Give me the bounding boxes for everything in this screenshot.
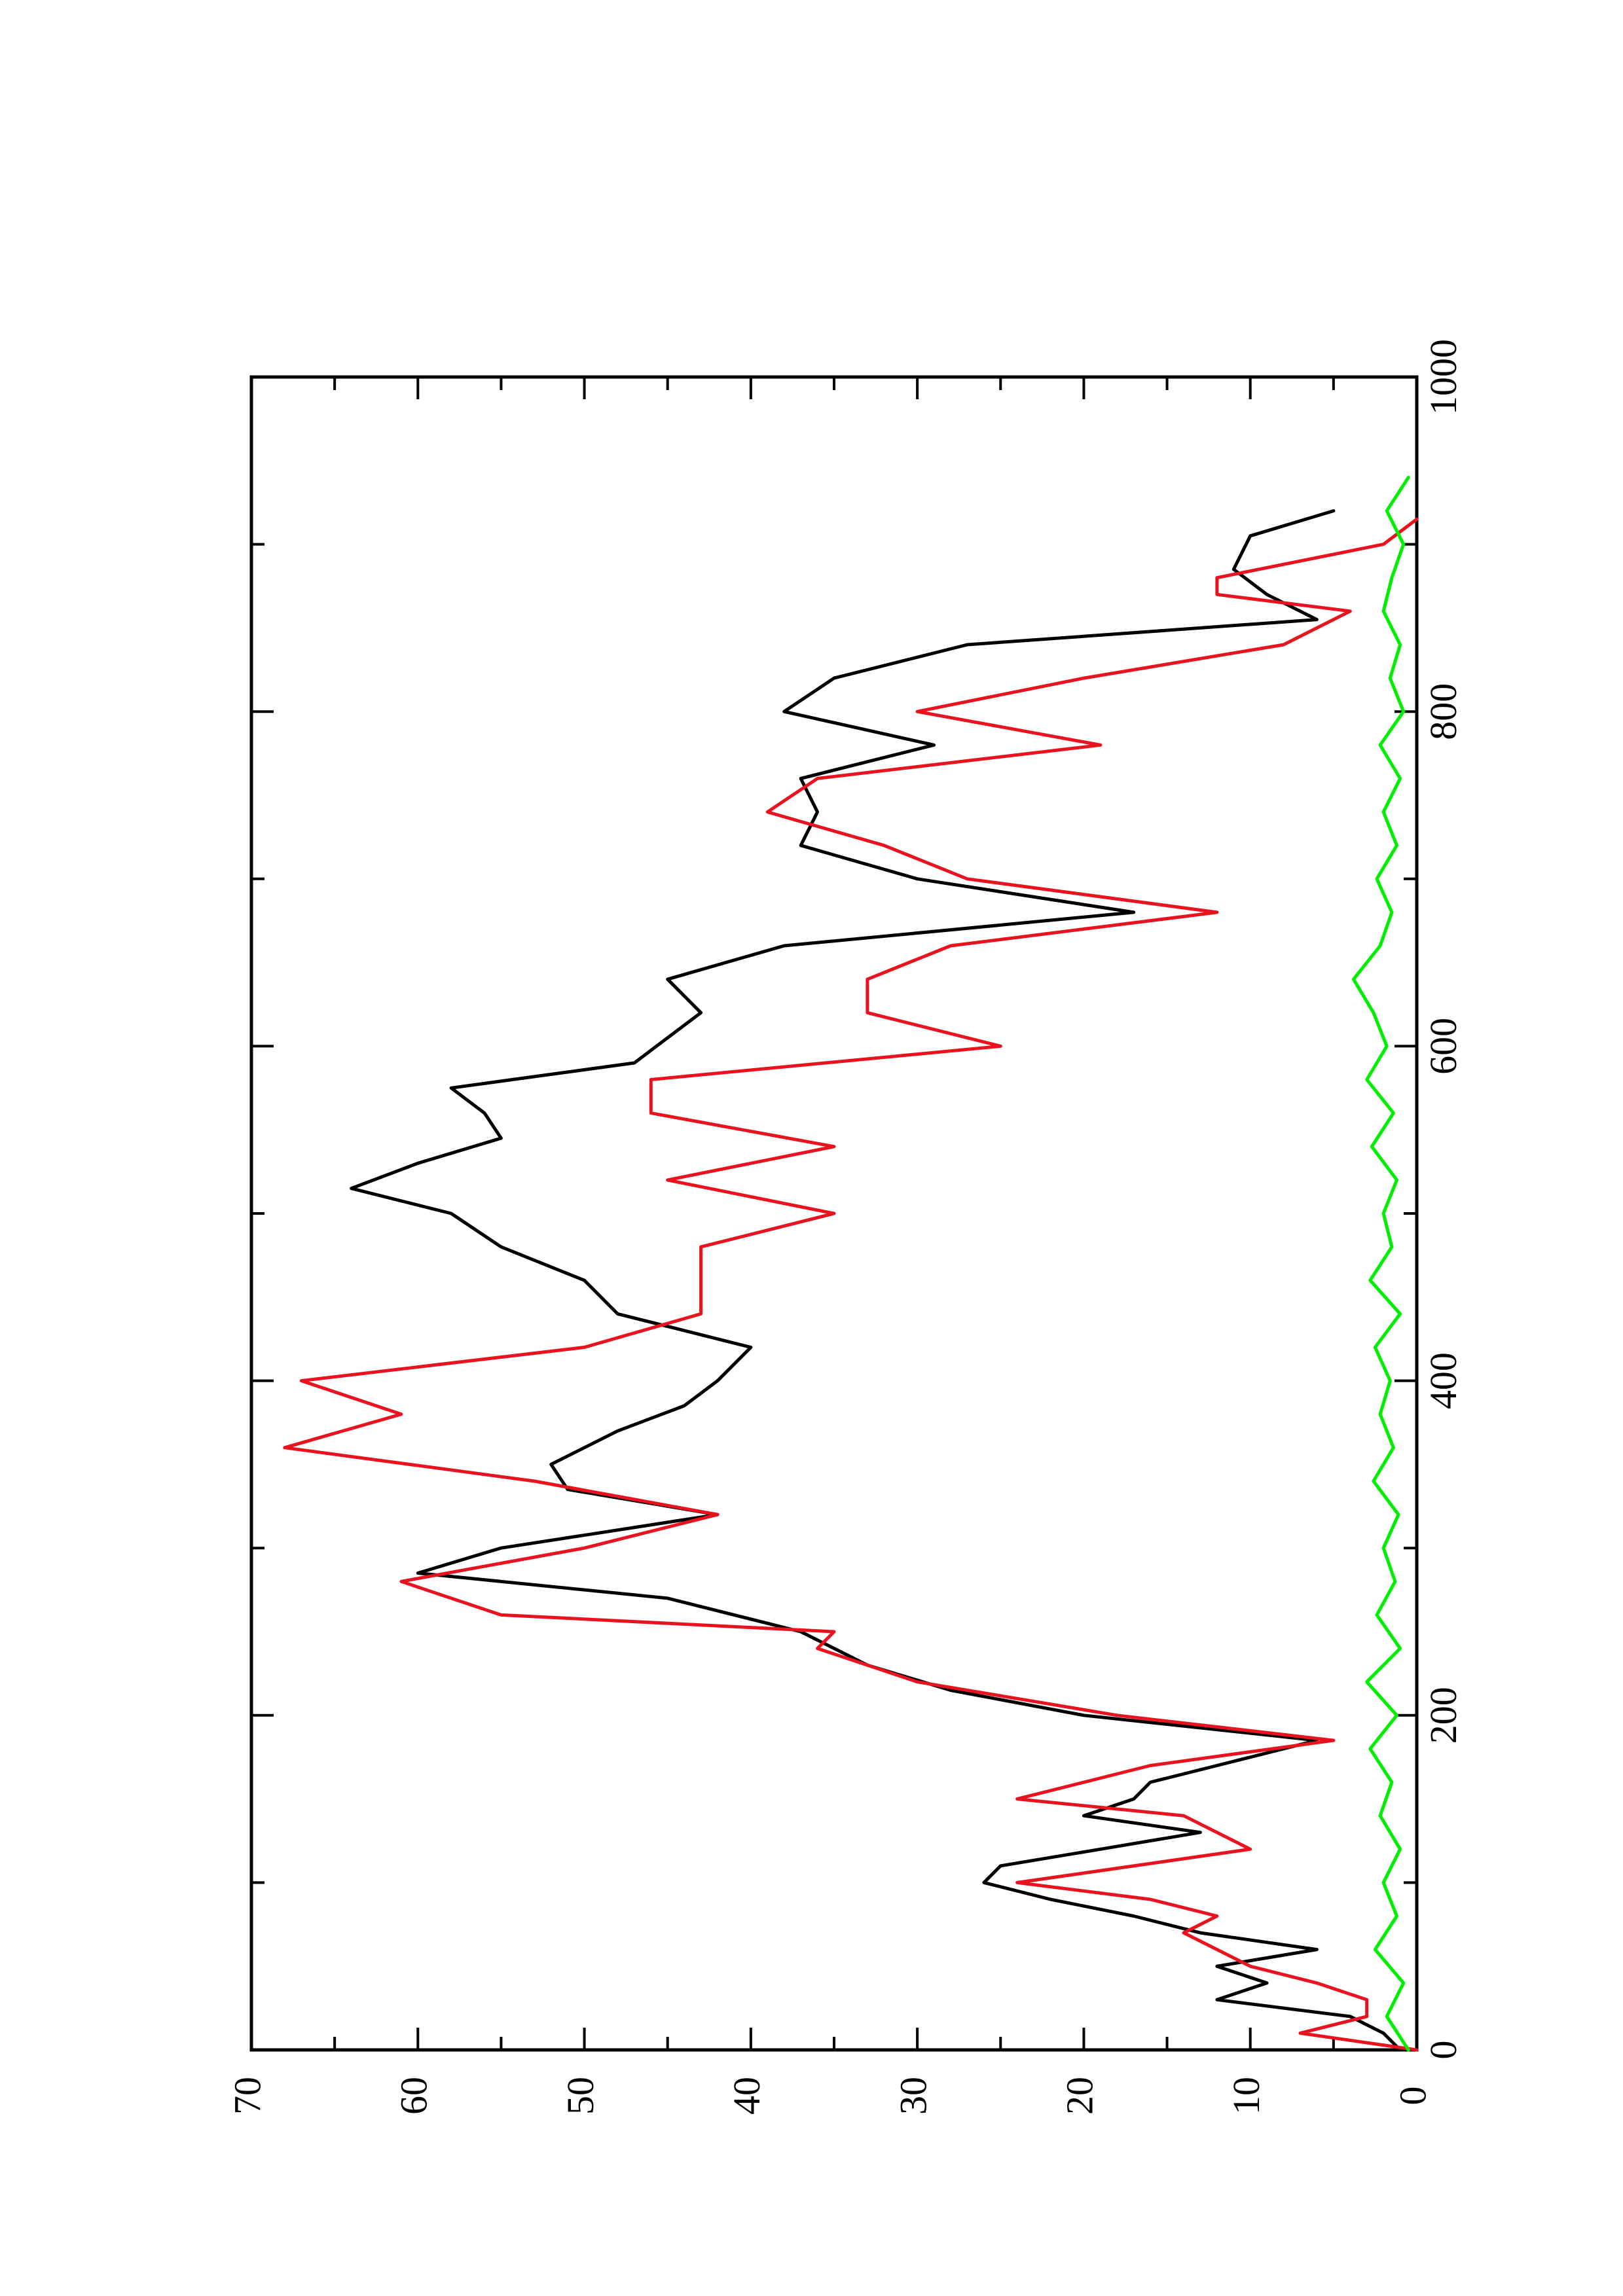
y-tick-label: 70: [226, 2077, 268, 2115]
axis-tick-labels: 0 200 400 600 800 1000 0 10 20 30 40 50 60 70: [226, 339, 1465, 2115]
series-line-1: [350, 509, 1402, 2052]
x-tick-label: 0: [1422, 2041, 1465, 2060]
x-tick-label: 400: [1422, 1352, 1465, 1409]
x-tick-label: 800: [1422, 683, 1465, 740]
y-tick-label: 10: [1225, 2077, 1267, 2115]
y-tick-label: 40: [725, 2077, 768, 2115]
x-tick-label: 600: [1422, 1018, 1465, 1075]
x-tick-label: 1000: [1422, 339, 1465, 415]
y-tick-label: 20: [1059, 2077, 1101, 2115]
series-line-3: [1351, 475, 1410, 2052]
y-tick-label: 60: [393, 2077, 435, 2115]
data-series: [283, 475, 1419, 2052]
series-line-2: [283, 517, 1419, 2052]
axis-ticks: [250, 376, 1418, 2051]
y-tick-label: 0: [1391, 2087, 1434, 2106]
x-tick-label: 200: [1422, 1687, 1465, 1744]
y-tick-label: 30: [892, 2077, 934, 2115]
y-tick-label: 50: [559, 2077, 602, 2115]
